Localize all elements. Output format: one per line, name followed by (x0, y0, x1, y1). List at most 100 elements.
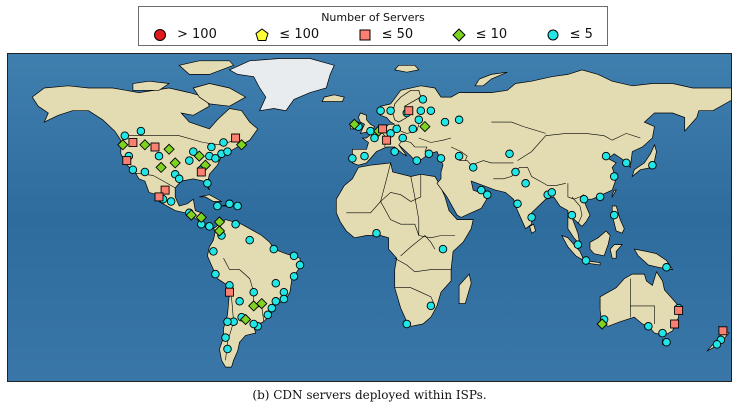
server-marker-le10 (169, 157, 181, 169)
server-marker-le5 (205, 222, 214, 231)
server-marker-le5 (360, 151, 369, 161)
server-marker-le5 (426, 301, 436, 311)
country-border (517, 133, 641, 161)
server-marker-le5 (392, 124, 401, 134)
server-marker-le50 (378, 124, 388, 134)
figure-caption: (b) CDN servers deployed within ISPs. (252, 388, 487, 402)
server-marker-le5 (662, 263, 671, 272)
server-marker-le50 (196, 167, 206, 177)
server-marker-le10 (155, 161, 167, 174)
server-marker-le5 (579, 194, 589, 204)
server-marker-le10 (139, 139, 151, 151)
server-marker-le50 (674, 305, 684, 315)
server-marker-le5 (174, 174, 184, 184)
server-marker-le10 (117, 139, 129, 151)
yellow-pentagon-icon (255, 27, 269, 41)
legend-label-le10: ≤ 10 (475, 27, 508, 42)
legend-label-le5: ≤ 5 (569, 27, 593, 42)
server-marker-le5 (207, 142, 216, 152)
legend-label-le50: ≤ 50 (381, 27, 414, 42)
server-marker-le5 (426, 106, 436, 115)
server-marker-le50 (670, 319, 680, 329)
server-marker-le5 (269, 244, 279, 254)
server-marker-le10 (348, 118, 361, 130)
salmon-square-icon (359, 29, 371, 40)
legend-items: > 100 ≤ 100 ≤ 50 ≤ 10 ≤ 5 (147, 27, 599, 42)
server-marker-le5 (223, 344, 232, 354)
legend-item-le10: ≤ 10 (446, 27, 514, 42)
legend-item-le50: ≤ 50 (352, 27, 420, 42)
server-marker-le5 (402, 319, 412, 329)
server-marker-le10 (213, 225, 226, 237)
country-border (450, 146, 468, 161)
server-marker-le5 (505, 149, 514, 159)
server-marker-le50 (231, 133, 241, 143)
server-marker-le5 (231, 219, 240, 229)
legend-label-gt100: > 100 (177, 27, 217, 42)
server-marker-le5 (271, 278, 281, 288)
server-marker-le5 (622, 158, 631, 168)
server-marker-le5 (263, 310, 273, 320)
server-marker-le5 (521, 179, 530, 188)
server-marker-le5 (235, 297, 244, 306)
server-marker-le50 (718, 326, 728, 336)
server-marker-le5 (233, 201, 242, 211)
country-border (648, 305, 655, 324)
server-marker-le50 (225, 287, 234, 297)
server-marker-le5 (136, 126, 146, 136)
server-marker-le5 (424, 149, 434, 159)
landmass-novaya-zemlya (474, 71, 508, 87)
server-marker-le5 (416, 106, 426, 115)
server-marker-le5 (547, 188, 557, 197)
country-border (410, 176, 420, 236)
server-marker-le5 (527, 213, 536, 222)
server-marker-le5 (440, 117, 450, 127)
server-marker-le5 (370, 133, 379, 143)
country-border (380, 162, 456, 239)
server-marker-le5 (203, 179, 212, 188)
server-marker-le5 (223, 147, 232, 156)
server-marker-le5 (386, 106, 395, 115)
server-marker-le50 (160, 185, 170, 195)
green-diamond-icon (451, 27, 466, 42)
server-marker-le5 (581, 256, 591, 265)
server-marker-le5 (436, 154, 446, 163)
server-marker-le50 (154, 192, 164, 202)
landmass-borneo (589, 230, 611, 257)
server-marker-le5 (513, 199, 522, 209)
landmass-new-guinea (633, 248, 674, 271)
server-marker-le5 (390, 147, 399, 156)
world-map-canvas (8, 54, 731, 381)
server-marker-le5 (223, 317, 232, 326)
server-marker-le10 (256, 297, 268, 310)
server-marker-le50 (122, 156, 132, 166)
server-marker-le5 (211, 269, 220, 279)
server-marker-le5 (221, 333, 230, 342)
server-marker-le5 (271, 297, 281, 306)
server-marker-le5 (249, 287, 258, 297)
server-marker-le5 (601, 151, 611, 161)
server-marker-le5 (267, 303, 277, 313)
server-marker-le5 (166, 197, 176, 206)
legend-item-le100: ≤ 100 (249, 27, 325, 42)
server-marker-le10 (596, 318, 608, 330)
server-marker-le10 (239, 313, 252, 326)
country-border (459, 160, 514, 166)
server-marker-le5 (662, 337, 671, 347)
server-marker-le5 (128, 165, 138, 174)
server-marker-le5 (511, 167, 520, 177)
landmass-greenland (228, 58, 335, 112)
landmass-victoria-island (132, 80, 171, 91)
server-marker-le5 (289, 272, 299, 281)
legend-label-le100: ≤ 100 (279, 27, 320, 42)
red-circle-icon (154, 28, 166, 41)
server-marker-le5 (454, 151, 464, 161)
server-marker-le5 (249, 319, 258, 329)
server-marker-le5 (225, 199, 234, 209)
country-border (418, 137, 452, 143)
server-marker-le5 (644, 322, 653, 331)
server-marker-le5 (648, 160, 657, 170)
server-marker-le5 (120, 131, 130, 140)
server-marker-le5 (189, 147, 198, 156)
